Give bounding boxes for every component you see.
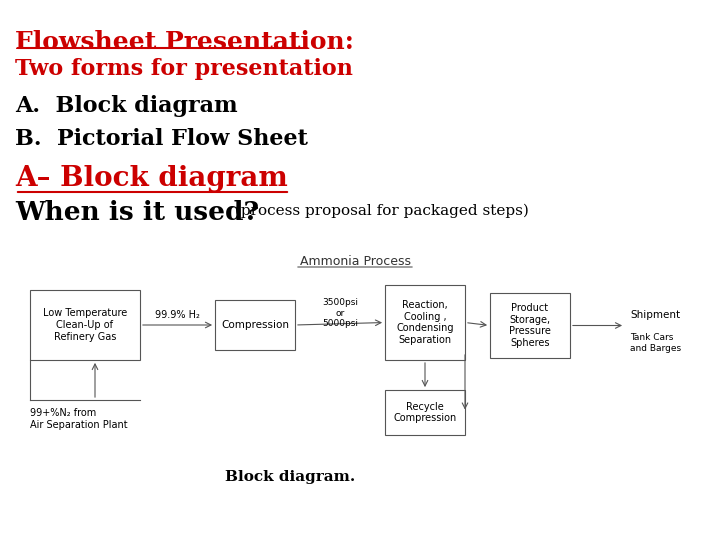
Text: Recycle
Compression: Recycle Compression <box>393 402 456 423</box>
Text: Shipment: Shipment <box>630 310 680 321</box>
Bar <box>490 293 570 358</box>
Bar <box>215 300 295 350</box>
Text: 3500psi
or
5000psi: 3500psi or 5000psi <box>322 298 358 328</box>
Text: Ammonia Process: Ammonia Process <box>300 255 410 268</box>
Text: Reaction,
Cooling ,
Condensing
Separation: Reaction, Cooling , Condensing Separatio… <box>396 300 454 345</box>
Text: Low Temperature
Clean-Up of
Refinery Gas: Low Temperature Clean-Up of Refinery Gas <box>43 308 127 342</box>
Text: Product
Storage,
Pressure
Spheres: Product Storage, Pressure Spheres <box>509 303 551 348</box>
Text: 99.9% H₂: 99.9% H₂ <box>155 310 200 320</box>
Bar <box>385 285 465 360</box>
Text: (process proposal for packaged steps): (process proposal for packaged steps) <box>230 204 529 218</box>
Text: A.  Block diagram: A. Block diagram <box>15 95 238 117</box>
Text: 99+%N₂ from: 99+%N₂ from <box>30 408 96 418</box>
Text: Two forms for presentation: Two forms for presentation <box>15 58 353 80</box>
Bar <box>385 390 465 435</box>
Text: Tank Cars
and Barges: Tank Cars and Barges <box>630 334 681 353</box>
Text: A– Block diagram: A– Block diagram <box>15 165 288 192</box>
Text: B.  Pictorial Flow Sheet: B. Pictorial Flow Sheet <box>15 128 308 150</box>
Text: Flowsheet Presentation:: Flowsheet Presentation: <box>15 30 354 54</box>
Text: When is it used?: When is it used? <box>15 200 259 225</box>
Text: Block diagram.: Block diagram. <box>225 470 355 484</box>
Text: Compression: Compression <box>221 320 289 330</box>
Text: Air Separation Plant: Air Separation Plant <box>30 420 127 430</box>
Bar <box>30 290 140 360</box>
